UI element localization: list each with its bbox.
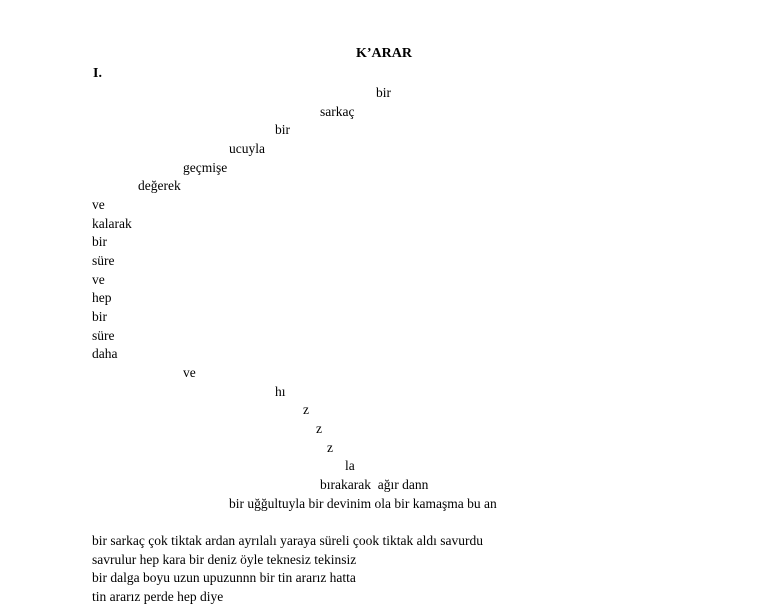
poem-line: la — [345, 458, 355, 473]
poem-line: savrulur hep kara bir deniz öyle teknesi… — [92, 552, 357, 567]
poem-line: bir uğğultuyla bir devinim ola bir kamaş… — [229, 496, 497, 511]
poem-line: sarkaç — [320, 104, 355, 119]
poem-line: z — [303, 402, 309, 417]
poem-line: süre — [92, 253, 115, 268]
document-title: K’ARAR — [356, 46, 412, 61]
poem-line: ve — [92, 197, 105, 212]
poem-line: bir — [376, 85, 391, 100]
section-heading: I. — [93, 66, 102, 81]
poem-line: geçmişe — [183, 160, 228, 175]
poem-line: ucuyla — [229, 141, 265, 156]
poem-line: hı — [275, 384, 286, 399]
poem-line: bir sarkaç çok tiktak ardan ayrılalı yar… — [92, 533, 483, 548]
poem-line: bir — [92, 309, 107, 324]
poem-line: bir — [92, 234, 107, 249]
poem-line: değerek — [138, 178, 181, 193]
poem-line: süre — [92, 328, 115, 343]
poem-line: bir — [275, 122, 290, 137]
poem-line: ve — [183, 365, 196, 380]
poem-line: z — [316, 421, 322, 436]
poem-line: daha — [92, 346, 118, 361]
poem-line: z — [327, 440, 333, 455]
poem-line: kalarak — [92, 216, 132, 231]
poem-line: tin ararız perde hep diye — [92, 589, 224, 604]
poem-line: ve — [92, 272, 105, 287]
poem-line: hep — [92, 290, 112, 305]
poem-line: bırakarak ağır dann — [320, 477, 429, 492]
poem-line: bir dalga boyu uzun upuzunnn bir tin ara… — [92, 570, 356, 585]
